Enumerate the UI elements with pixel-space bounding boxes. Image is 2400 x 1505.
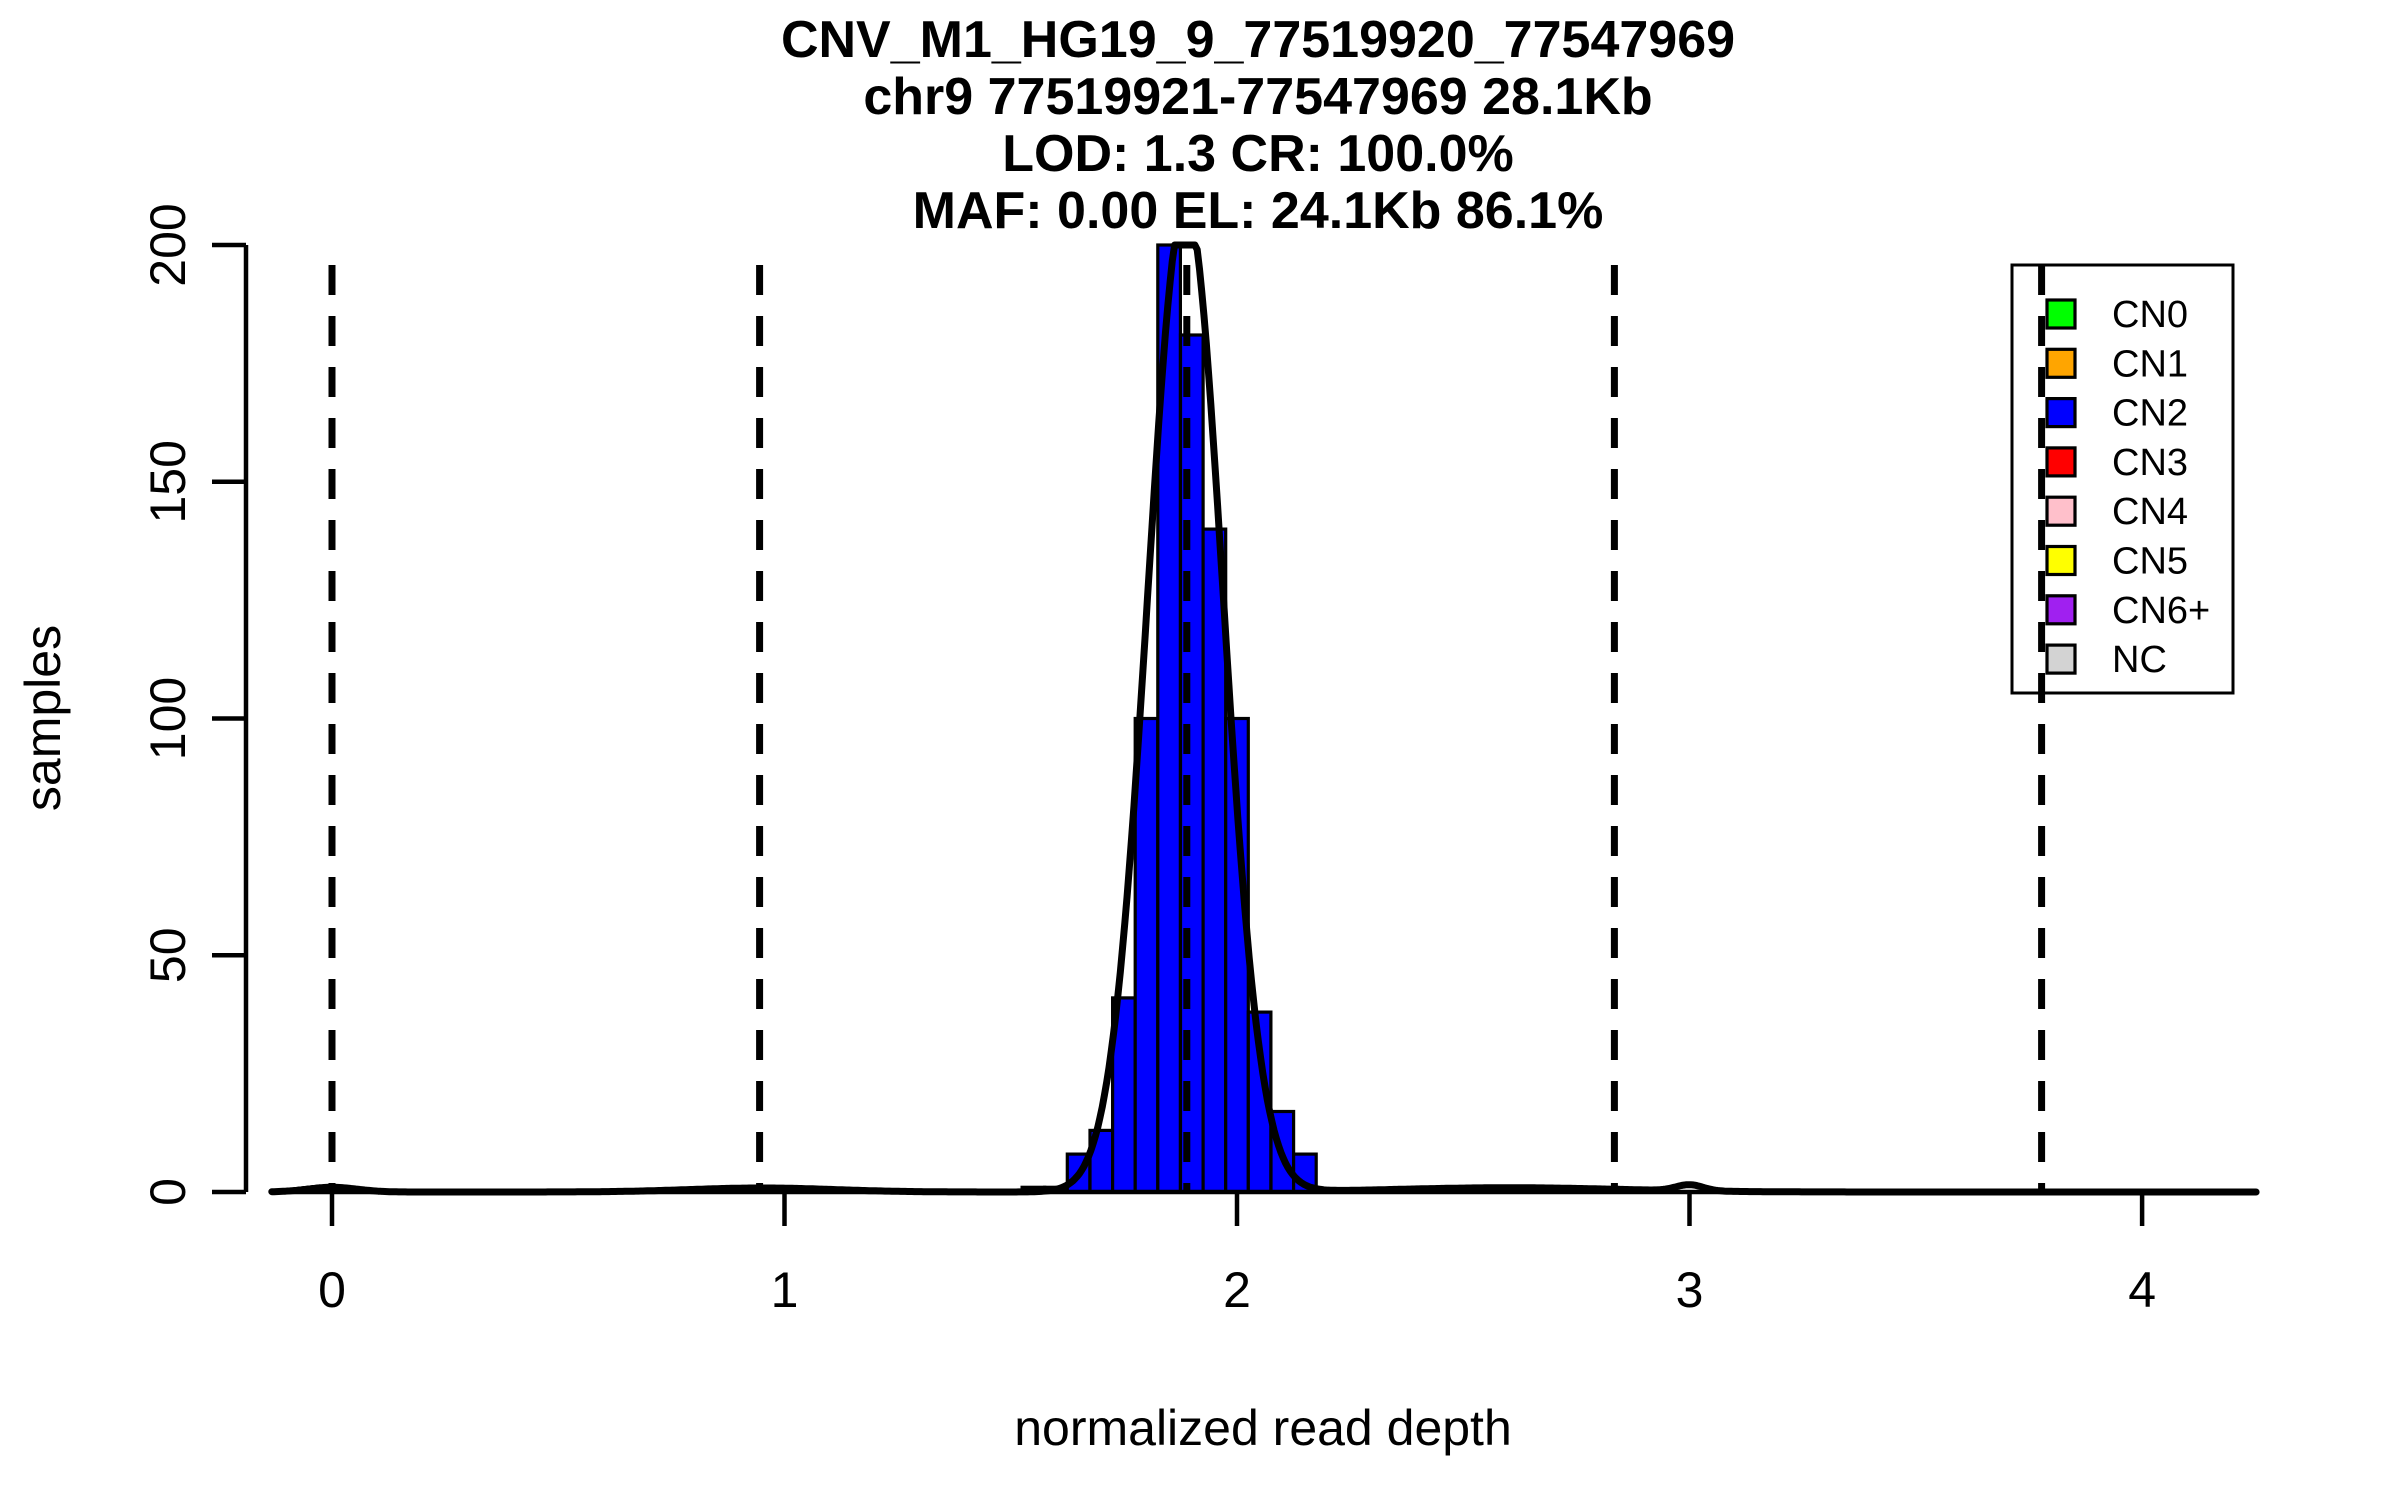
cn-guide-lines	[328, 265, 2046, 1192]
y-tick-label: 200	[140, 203, 196, 286]
x-axis-title: normalized read depth	[1014, 1400, 1512, 1456]
y-tick-label: 50	[140, 927, 196, 983]
x-tick-label: 4	[2128, 1262, 2156, 1318]
y-axis: 0 50 100 150 200	[140, 203, 249, 1206]
legend-swatch-CN4	[2045, 495, 2077, 527]
title-line-2: chr9 77519921-77547969 28.1Kb	[863, 68, 1652, 126]
legend-label: CN5	[2112, 541, 2188, 583]
legend-label: CN2	[2112, 393, 2188, 435]
title-line-4: MAF: 0.00 EL: 24.1Kb 86.1%	[913, 182, 1604, 240]
legend-label: NC	[2112, 639, 2167, 681]
y-tick-label: 0	[140, 1178, 196, 1206]
histogram-bar	[1178, 333, 1205, 1194]
x-tick-label: 0	[318, 1262, 346, 1318]
legend-label: CN0	[2112, 294, 2188, 336]
legend-swatch-CN5	[2045, 544, 2077, 577]
legend-swatch-CN1	[2045, 347, 2077, 379]
legend-label: CN1	[2112, 343, 2188, 385]
histogram-bar	[1133, 716, 1160, 1194]
x-tick-label: 3	[1676, 1262, 1704, 1318]
y-axis-title: samples	[15, 625, 71, 811]
y-tick-label: 150	[140, 440, 196, 523]
x-tick-label: 1	[771, 1262, 799, 1318]
legend-swatch-CN0	[2045, 298, 2077, 330]
y-tick-label: 100	[140, 677, 196, 760]
title-line-1: CNV_M1_HG19_9_77519920_77547969	[781, 11, 1735, 69]
x-axis: 0 1 2 3 4	[270, 1189, 2257, 1318]
legend-swatch-CN2	[2045, 397, 2077, 429]
legend-swatch-CN6+	[2045, 594, 2077, 626]
legend: CN0 CN1 CN2 CN3 CN4 CN5 CN6+ NC	[2010, 263, 2235, 695]
legend-label: CN4	[2112, 491, 2188, 533]
x-tick-label: 2	[1223, 1262, 1251, 1318]
legend-box	[2010, 263, 2235, 695]
legend-label: CN3	[2112, 442, 2188, 484]
legend-label: CN6+	[2112, 590, 2210, 632]
title-line-3: LOD: 1.3 CR: 100.0%	[1002, 125, 1514, 183]
legend-swatch-NC	[2045, 643, 2077, 675]
legend-swatch-CN3	[2045, 446, 2077, 478]
